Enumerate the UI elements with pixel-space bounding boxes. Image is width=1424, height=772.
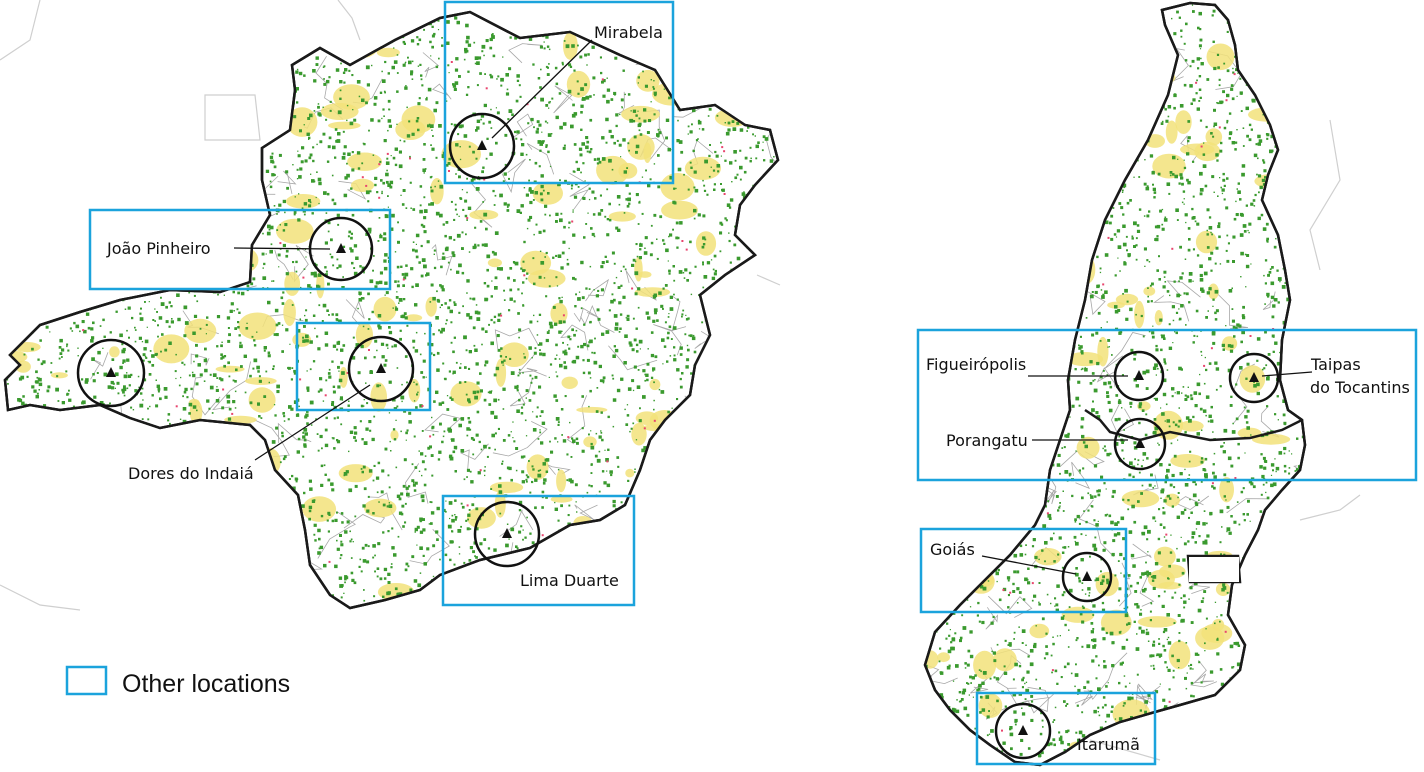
marker-figueiropolis (1113, 350, 1165, 402)
label-taipas-line2: do Tocantins (1310, 378, 1410, 397)
triangle-icon (106, 367, 116, 377)
triangle-icon (1249, 372, 1259, 382)
marker-goias (1061, 551, 1113, 603)
box-itaruma (975, 691, 1157, 766)
neighbor-outlines (0, 0, 1361, 761)
federal-district-area (1189, 557, 1239, 582)
box-goias (919, 527, 1128, 614)
box-tocantins-group (916, 328, 1418, 482)
legend-swatch (65, 665, 108, 696)
marker-dores-do-indaia (347, 335, 415, 403)
marker-itaruma (994, 702, 1052, 760)
triangle-icon (477, 140, 487, 150)
marker-taipas (1228, 352, 1280, 404)
label-porangatu: Porangatu (946, 431, 1028, 450)
triangle-icon (1082, 571, 1092, 581)
marker-joao-pinheiro (308, 216, 374, 282)
legend: Other locations (65, 665, 290, 698)
location-markers (76, 112, 1280, 760)
location-labels: Mirabela João Pinheiro Dores do Indaiá L… (106, 23, 1410, 754)
label-dores-do-indaia: Dores do Indaiá (128, 464, 254, 483)
leader-lines (233, 39, 1313, 575)
label-taipas-line1: Taipas (1310, 355, 1361, 374)
triangle-icon (376, 363, 386, 373)
box-joao-pinheiro (88, 208, 392, 291)
triangle-icon (1018, 725, 1028, 735)
label-mirabela: Mirabela (594, 23, 663, 42)
box-dores-do-indaia (295, 321, 432, 412)
label-lima-duarte: Lima Duarte (520, 571, 619, 590)
triangle-icon (1135, 438, 1145, 448)
marker-mirabela (448, 112, 516, 180)
triangle-icon (1134, 370, 1144, 380)
marker-porangatu (1113, 417, 1167, 471)
box-lima-duarte (441, 494, 636, 607)
label-itaruma: Itarumã (1077, 735, 1140, 754)
legend-label: Other locations (122, 670, 290, 698)
triangle-icon (336, 243, 346, 253)
highlight-boxes (88, 0, 1418, 766)
marker-west-mg (76, 338, 146, 408)
triangle-icon (502, 528, 512, 538)
marker-lima-duarte (473, 500, 541, 568)
box-mirabela (443, 0, 675, 185)
label-goias: Goiás (930, 540, 975, 559)
label-joao-pinheiro: João Pinheiro (106, 239, 211, 258)
label-figueiropolis: Figueirópolis (926, 355, 1026, 374)
